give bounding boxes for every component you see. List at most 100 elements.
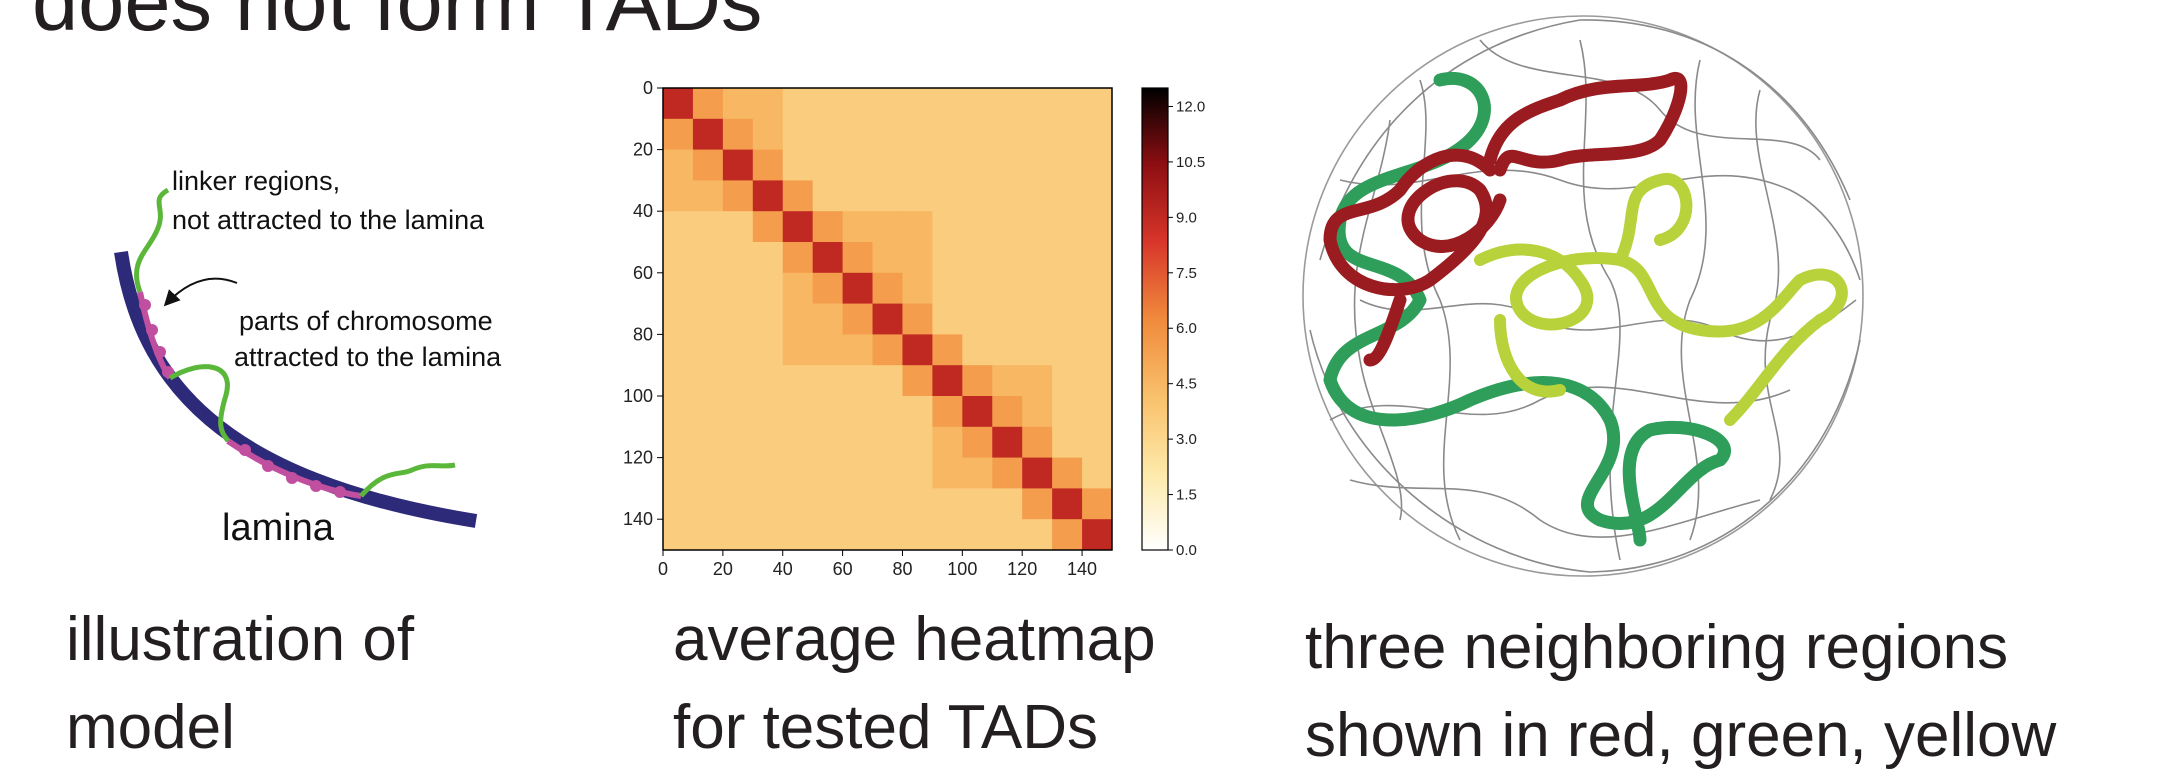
heatmap-cell [842,396,874,428]
red-region [1323,72,1688,367]
heatmap-cell [1052,149,1083,181]
heatmap-cell [992,426,1023,459]
heatmap-cell [812,396,844,428]
heatmap-cell [722,272,754,305]
illustration-label: not attracted to the lamina [172,205,485,235]
heatmap-cell [872,118,903,151]
heatmap-cell [692,118,724,151]
heatmap-cell [842,88,874,120]
colorbar-tick-label: 9.0 [1176,209,1197,226]
heatmap-cell [722,426,754,459]
heatmap-cell [962,149,993,181]
heatmap-cell [992,180,1023,212]
caption: average heatmap [673,605,1156,674]
heatmap-cell [842,519,874,551]
heatmap-cell [932,426,963,459]
heatmap-cell [872,365,903,397]
heatmap-cell [842,211,874,243]
heatmap-cell [932,303,963,335]
heatmap-cell [932,211,963,243]
heatmap-cell [752,365,784,397]
x-tick-label: 40 [773,559,793,579]
heatmap-cell [872,88,903,120]
heatmap-cell [663,396,694,428]
heatmap-cell [722,488,754,520]
heatmap-cell [812,519,844,551]
heatmap-cell [872,272,903,305]
heatmap-cell [992,242,1023,274]
heatmap-cell [842,242,874,274]
heatmap-cell [752,272,784,305]
illustration-label: lamina [222,507,335,549]
colorbar-tick-label: 12.0 [1176,98,1205,115]
colorbar [1141,87,1169,551]
heatmap-cell [722,88,754,120]
heatmap-cell [692,180,724,212]
heatmap-cell [872,303,903,335]
heatmap-cell [782,488,814,520]
heatmap-cell [932,488,963,520]
heatmap-cell [992,149,1023,181]
heatmap-cell [782,519,814,551]
heatmap-cell [1052,426,1083,459]
heatmap-cell [692,272,724,305]
heatmap-cell [992,519,1023,551]
heatmap-cell [842,488,874,520]
colorbar-tick-label: 7.5 [1176,265,1197,282]
heatmap-cell [842,303,874,335]
heatmap-cell [692,88,724,120]
heatmap-cell [872,396,903,428]
heatmap-cell [1022,488,1053,520]
heatmap-cell [1082,272,1113,305]
heatmap-cell [962,488,993,520]
x-tick-label: 120 [1007,559,1037,579]
heatmap-cell [1022,303,1053,335]
heatmap-cell [962,303,993,335]
chromatin-beads [139,299,346,498]
heatmap-cell [932,180,963,212]
heatmap-cell [962,242,993,274]
heatmap-cell [932,149,963,181]
heatmap-cell [782,334,814,366]
heatmap-cell [1052,396,1083,428]
heatmap-cell [1022,88,1053,120]
heatmap-cell [812,88,844,120]
heatmap-cell [692,488,724,520]
heatmap-cell [902,396,933,428]
caption: for tested TADs [673,693,1098,762]
heatmap-cell [752,242,784,274]
heatmap-cell [782,457,814,489]
heatmap-cell [902,426,933,459]
heatmap-cell [1082,365,1113,397]
heatmap-cell [812,149,844,181]
heatmap-cell [722,303,754,335]
heatmap-cell [962,118,993,151]
heatmap-cell [962,211,993,243]
polymer-render [1302,15,1864,577]
heatmap-cell [1052,365,1083,397]
heatmap-cell [842,118,874,151]
heatmap-cell [902,365,933,397]
heatmap-cell [663,334,694,366]
heatmap-cell [962,457,993,489]
heatmap-cell [932,519,963,551]
heatmap-cell [842,272,874,305]
heatmap-cell [752,149,784,181]
heatmap-cell [692,426,724,459]
colorbar-tick-label: 0.0 [1176,542,1197,559]
x-tick-label: 80 [892,559,912,579]
heatmap-cell [663,457,694,489]
heatmap-cell [752,334,784,366]
heatmap-cell [1082,242,1113,274]
heatmap-cell [962,396,993,428]
heatmap-cell [812,242,844,274]
caption: three neighboring regions [1305,613,2008,682]
heatmap-cell [1082,88,1113,120]
y-tick-label: 40 [633,201,653,221]
y-tick-label: 60 [633,263,653,283]
heatmap-cell [902,272,933,305]
heatmap-cell [902,303,933,335]
heatmap-cell [1022,149,1053,181]
heatmap-cell [752,488,784,520]
heatmap-cell [1052,303,1083,335]
